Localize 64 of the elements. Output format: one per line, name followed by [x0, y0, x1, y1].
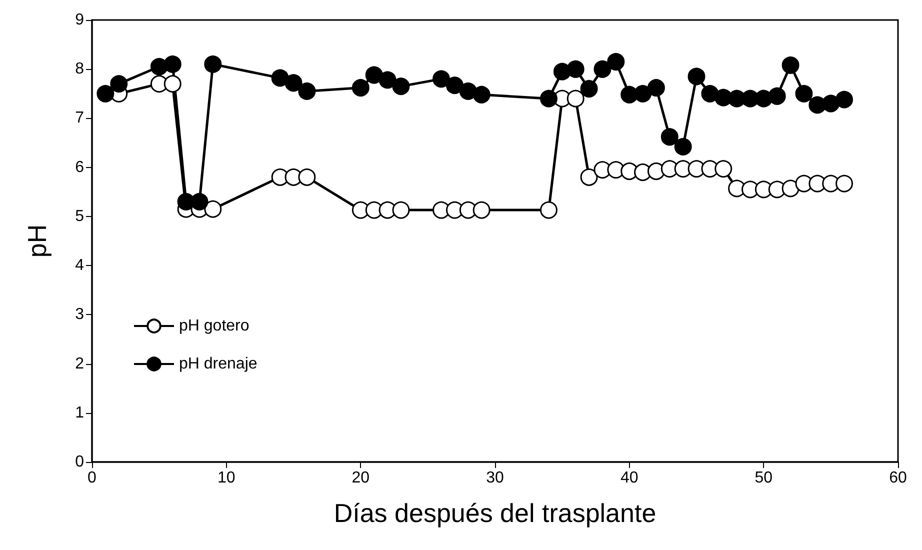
y-tick-label: 0 — [75, 454, 84, 470]
point — [836, 174, 854, 192]
point — [540, 201, 558, 219]
point — [164, 75, 182, 93]
y-tick-label: 1 — [75, 404, 84, 422]
x-tick-label: 10 — [217, 470, 236, 486]
point — [580, 80, 598, 98]
legend-label: pH gotero — [179, 318, 250, 334]
y-tick-label: 7 — [75, 110, 84, 127]
x-tick-label: 50 — [754, 470, 773, 486]
point — [540, 90, 558, 108]
point — [795, 84, 813, 102]
y-axis-title: pH — [22, 224, 52, 258]
point — [392, 201, 410, 219]
point — [164, 55, 182, 73]
point — [284, 74, 302, 92]
point — [472, 86, 490, 104]
point — [298, 168, 316, 186]
legend-label: pH drenaje — [179, 356, 258, 372]
point — [674, 138, 692, 156]
point — [647, 79, 665, 97]
point — [836, 90, 854, 108]
point — [472, 201, 490, 219]
point — [271, 69, 289, 87]
point — [459, 82, 477, 100]
point — [352, 79, 370, 97]
y-tick-label: 4 — [75, 257, 84, 274]
x-axis-title: Días después del trasplante — [334, 498, 656, 528]
point — [446, 76, 464, 94]
point — [190, 192, 208, 210]
point — [634, 84, 652, 102]
point — [782, 56, 800, 74]
x-tick-label: 60 — [889, 470, 907, 486]
y-tick-label: 3 — [75, 306, 84, 324]
point — [392, 78, 410, 96]
x-tick-label: 20 — [352, 470, 370, 486]
x-tick-label: 40 — [620, 470, 638, 486]
y-tick-label: 2 — [75, 355, 84, 372]
point — [822, 94, 840, 112]
point — [378, 71, 396, 89]
y-tick-label: 5 — [75, 208, 84, 225]
point — [607, 53, 625, 70]
point — [782, 180, 800, 198]
point — [701, 84, 719, 102]
point — [580, 168, 598, 186]
point — [768, 87, 786, 105]
y-tick-label: 8 — [75, 60, 84, 78]
point — [432, 70, 450, 88]
point — [688, 68, 706, 86]
point — [110, 75, 128, 93]
point — [96, 84, 114, 102]
point — [714, 160, 732, 178]
point — [298, 82, 316, 100]
y-tick-label: 6 — [75, 158, 84, 176]
point — [566, 90, 584, 108]
y-tick-label: 9 — [75, 12, 84, 28]
point — [365, 66, 383, 84]
point — [566, 60, 584, 78]
point — [204, 55, 222, 73]
point — [660, 128, 678, 146]
x-tick-label: 30 — [486, 470, 504, 486]
point — [594, 60, 612, 78]
x-tick-label: 0 — [88, 470, 97, 486]
point — [204, 200, 222, 218]
